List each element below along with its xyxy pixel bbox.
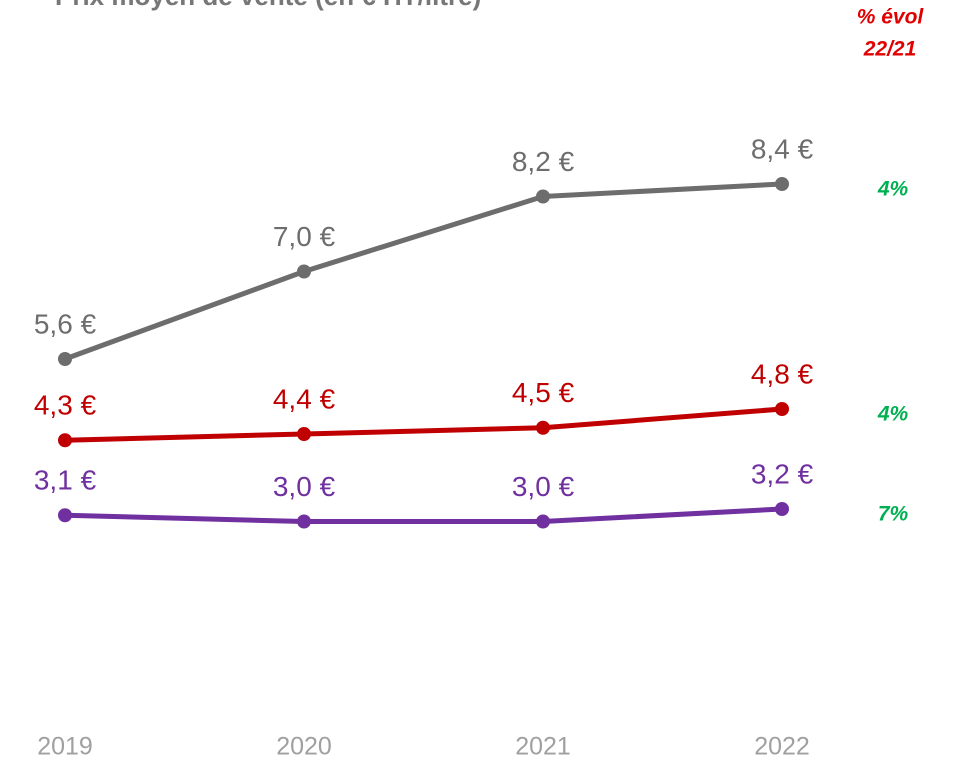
series-line [64,506,783,524]
x-tick-label: 2022 [754,733,810,761]
point [58,508,72,523]
point [297,264,311,279]
value-label: 3,1 € [34,465,97,496]
point [536,514,550,529]
series-line [64,406,783,443]
point [775,502,789,516]
value-label: 5,6 € [34,308,97,339]
evol-label: 4% [877,403,909,426]
x-tick-label: 2021 [515,733,571,761]
point [58,352,72,366]
series-line [64,181,783,362]
point [775,402,789,416]
value-label: 4,3 € [34,390,97,421]
value-label: 8,4 € [751,133,814,164]
evol-header: % évol [857,6,925,29]
value-label: 3,0 € [273,471,336,502]
evol-header: 22/21 [863,38,917,61]
point [536,189,550,204]
point [297,514,311,529]
value-label: 4,5 € [512,377,575,408]
value-label: 3,2 € [751,458,814,489]
value-label: 4,4 € [273,383,336,414]
value-label: 4,8 € [751,358,814,389]
point [775,177,789,191]
value-label: 7,0 € [273,221,336,252]
evol-label: 4% [877,178,909,201]
chart-title: Prix moyen de vente (en € HT/litre) [55,0,481,11]
point [58,433,72,448]
evol-label: 7% [878,503,909,526]
value-label: 8,2 € [512,146,575,177]
point [536,420,550,435]
value-label: 3,0 € [512,471,575,502]
x-tick-label: 2020 [276,733,332,761]
point [297,427,311,441]
x-tick-label: 2019 [37,733,93,761]
